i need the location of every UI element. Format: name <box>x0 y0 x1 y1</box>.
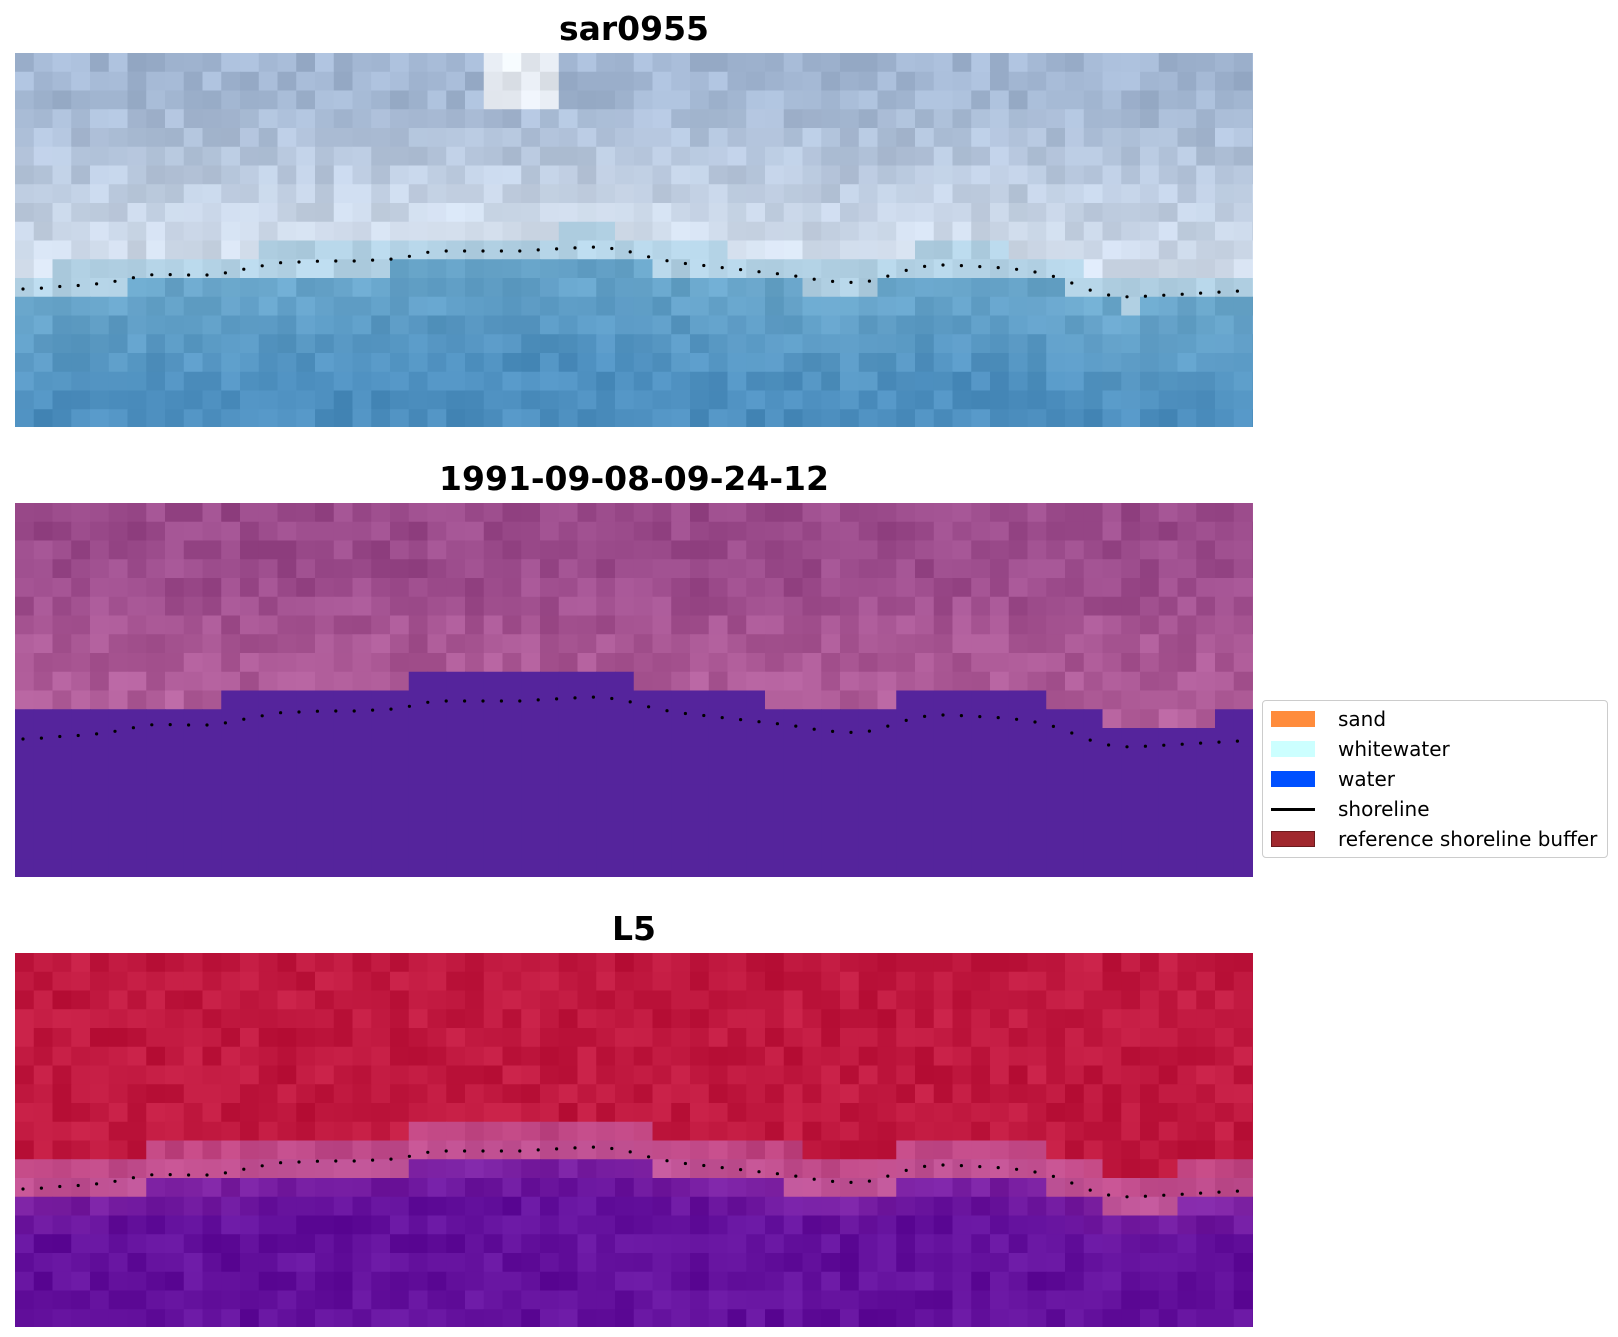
panel-image-2 <box>15 503 1253 877</box>
legend-label-sand: sand <box>1338 707 1387 731</box>
legend-label-shoreline: shoreline <box>1338 797 1430 821</box>
panel-title-2: 1991-09-08-09-24-12 <box>439 459 829 498</box>
legend-item-water: water <box>1271 765 1601 791</box>
panel-title-1: sar0955 <box>558 9 710 48</box>
panel-image-3 <box>15 953 1253 1327</box>
legend-swatch-water <box>1271 771 1315 787</box>
image-false-color <box>15 953 1253 1327</box>
image-rgb-sar <box>15 53 1253 427</box>
legend: sand whitewater water shoreline referenc… <box>1262 700 1608 858</box>
legend-label-reference-buffer: reference shoreline buffer <box>1338 827 1598 851</box>
legend-item-shoreline: shoreline <box>1271 795 1601 821</box>
panel-image-1 <box>15 53 1253 427</box>
image-classified <box>15 503 1253 877</box>
shoreline-points <box>21 695 1239 749</box>
legend-swatch-reference-buffer <box>1271 831 1315 847</box>
shoreline-points <box>21 245 1239 299</box>
legend-line-shoreline <box>1271 808 1315 811</box>
panel-title-3: L5 <box>612 909 656 948</box>
legend-label-whitewater: whitewater <box>1338 737 1450 761</box>
legend-swatch-whitewater <box>1271 741 1315 757</box>
legend-label-water: water <box>1338 767 1395 791</box>
legend-item-reference-buffer: reference shoreline buffer <box>1271 825 1601 851</box>
legend-swatch-sand <box>1271 711 1315 727</box>
legend-item-whitewater: whitewater <box>1271 735 1601 761</box>
legend-item-sand: sand <box>1271 705 1601 731</box>
shoreline-points <box>21 1145 1239 1199</box>
